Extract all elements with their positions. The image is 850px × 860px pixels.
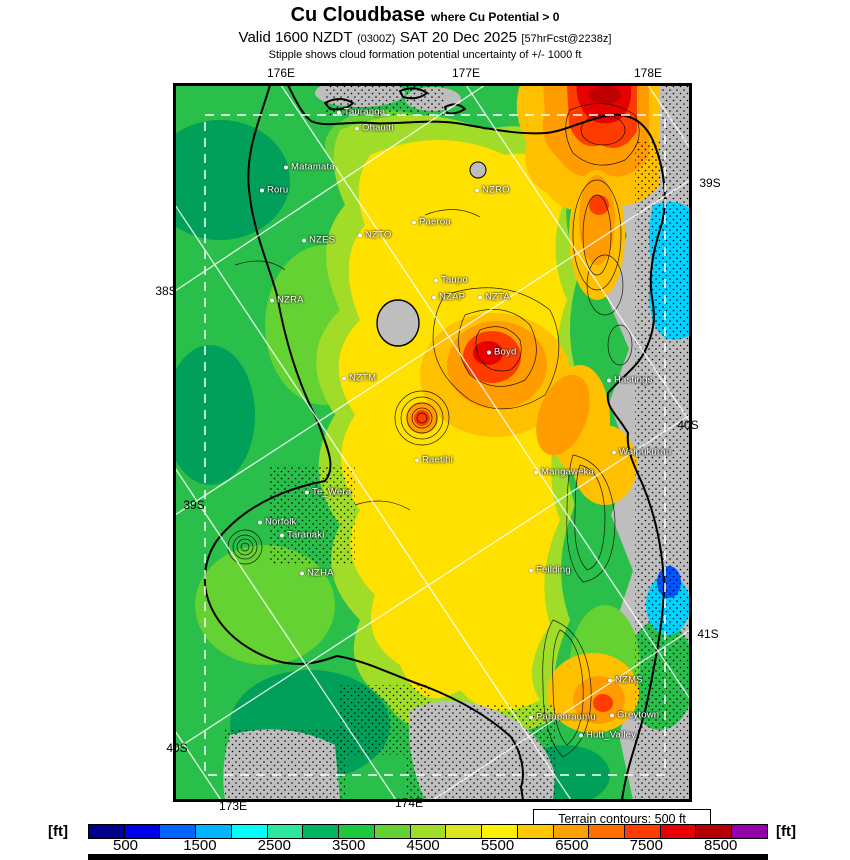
axis-label-39s: 39S xyxy=(699,176,721,190)
lake-rotorua xyxy=(469,161,487,179)
colorbar-segment xyxy=(196,825,232,838)
colorbar-tick: 7500 xyxy=(629,837,663,854)
lake-taupo xyxy=(376,299,420,347)
colorbar-segment xyxy=(267,825,304,838)
colorbar-segment xyxy=(374,825,411,838)
colorbar-segment xyxy=(732,825,767,838)
colorbar-segment xyxy=(517,825,554,838)
colorbar-segment xyxy=(231,825,268,838)
colorbar-segment xyxy=(339,825,375,838)
axis-label-173e: 173E xyxy=(218,799,248,813)
colorbar-tick: 3500 xyxy=(332,837,366,854)
axis-label-176e: 176E xyxy=(266,66,296,80)
axis-label-38s: 38S xyxy=(155,284,177,298)
terrain-contours xyxy=(227,103,640,758)
forecast-hour: [57hrFcst@2238z] xyxy=(521,33,612,45)
colorbar-tick: 500 xyxy=(112,837,139,854)
colorbar-unit-right: [ft] xyxy=(776,823,796,840)
colorbar-tick: 6500 xyxy=(555,837,589,854)
colorbar-segment xyxy=(124,825,161,838)
colorbar-segment xyxy=(160,825,197,838)
colorbar-base-strip xyxy=(88,854,768,860)
high-cloudbase-hotspot-south xyxy=(547,653,639,733)
valid-line: Valid 1600 NZDT (0300Z) SAT 20 Dec 2025 … xyxy=(0,28,850,48)
coastline xyxy=(203,85,666,800)
colorbar-ticks: 500 1500 2500 3500 4500 5500 6500 7500 8500 xyxy=(88,837,768,854)
axis-label-40s: 40S xyxy=(166,741,188,755)
valid-date: SAT 20 Dec 2025 xyxy=(399,29,517,46)
axis-label-174e: 174E xyxy=(394,796,424,810)
colorbar-segment xyxy=(696,825,733,838)
colorbar-segment xyxy=(303,825,340,838)
map-border xyxy=(175,85,690,800)
colorbar-tick: 8500 xyxy=(704,837,738,854)
axis-label-39s: 39S xyxy=(183,498,205,512)
colorbar-tick: 2500 xyxy=(257,837,291,854)
valid-time: Valid 1600 NZDT xyxy=(238,29,353,46)
axis-label-41s: 41S xyxy=(697,627,719,641)
valid-zulu: (0300Z) xyxy=(356,33,396,45)
graticule xyxy=(175,85,690,800)
colorbar-tick: 5500 xyxy=(480,837,515,854)
high-cloudbase-hotspot-central xyxy=(406,313,637,505)
axis-label-177e: 177E xyxy=(451,66,481,80)
axis-label-40s: 40S xyxy=(677,418,699,432)
title-qualifier: where Cu Potential > 0 xyxy=(431,10,560,24)
colorbar-segment xyxy=(89,825,125,838)
colorbar-segment xyxy=(446,825,483,838)
stipple-note: Stipple shows cloud formation potential … xyxy=(268,49,582,61)
header: Cu Cloudbase where Cu Potential > 0 Valid… xyxy=(0,3,850,63)
inner-dashed-frame xyxy=(204,114,666,776)
map: Tauranga Ohauiti Matamata Roru NZES NZTO Paero… xyxy=(173,83,692,802)
colorbar-tick: 1500 xyxy=(183,837,217,854)
colorbar-segment xyxy=(660,825,697,838)
axis-label-178e: 178E xyxy=(633,66,663,80)
high-cloudbase-hotspot-northeast xyxy=(516,85,660,300)
cloudbase-field-svg xyxy=(175,85,690,800)
colorbar-segment xyxy=(625,825,661,838)
uncertainty-stipple xyxy=(225,85,690,800)
colorbar-segment xyxy=(410,825,447,838)
colorbar-segment xyxy=(482,825,518,838)
colorbar-tick: 4500 xyxy=(406,837,440,854)
colorbar-unit-left: [ft] xyxy=(48,823,68,840)
colorbar xyxy=(88,824,768,839)
colorbar-segment xyxy=(553,825,590,838)
colorbar-segment xyxy=(589,825,626,838)
page-title: Cu Cloudbase xyxy=(290,4,426,26)
title-line: Cu Cloudbase where Cu Potential > 0 xyxy=(0,3,850,28)
